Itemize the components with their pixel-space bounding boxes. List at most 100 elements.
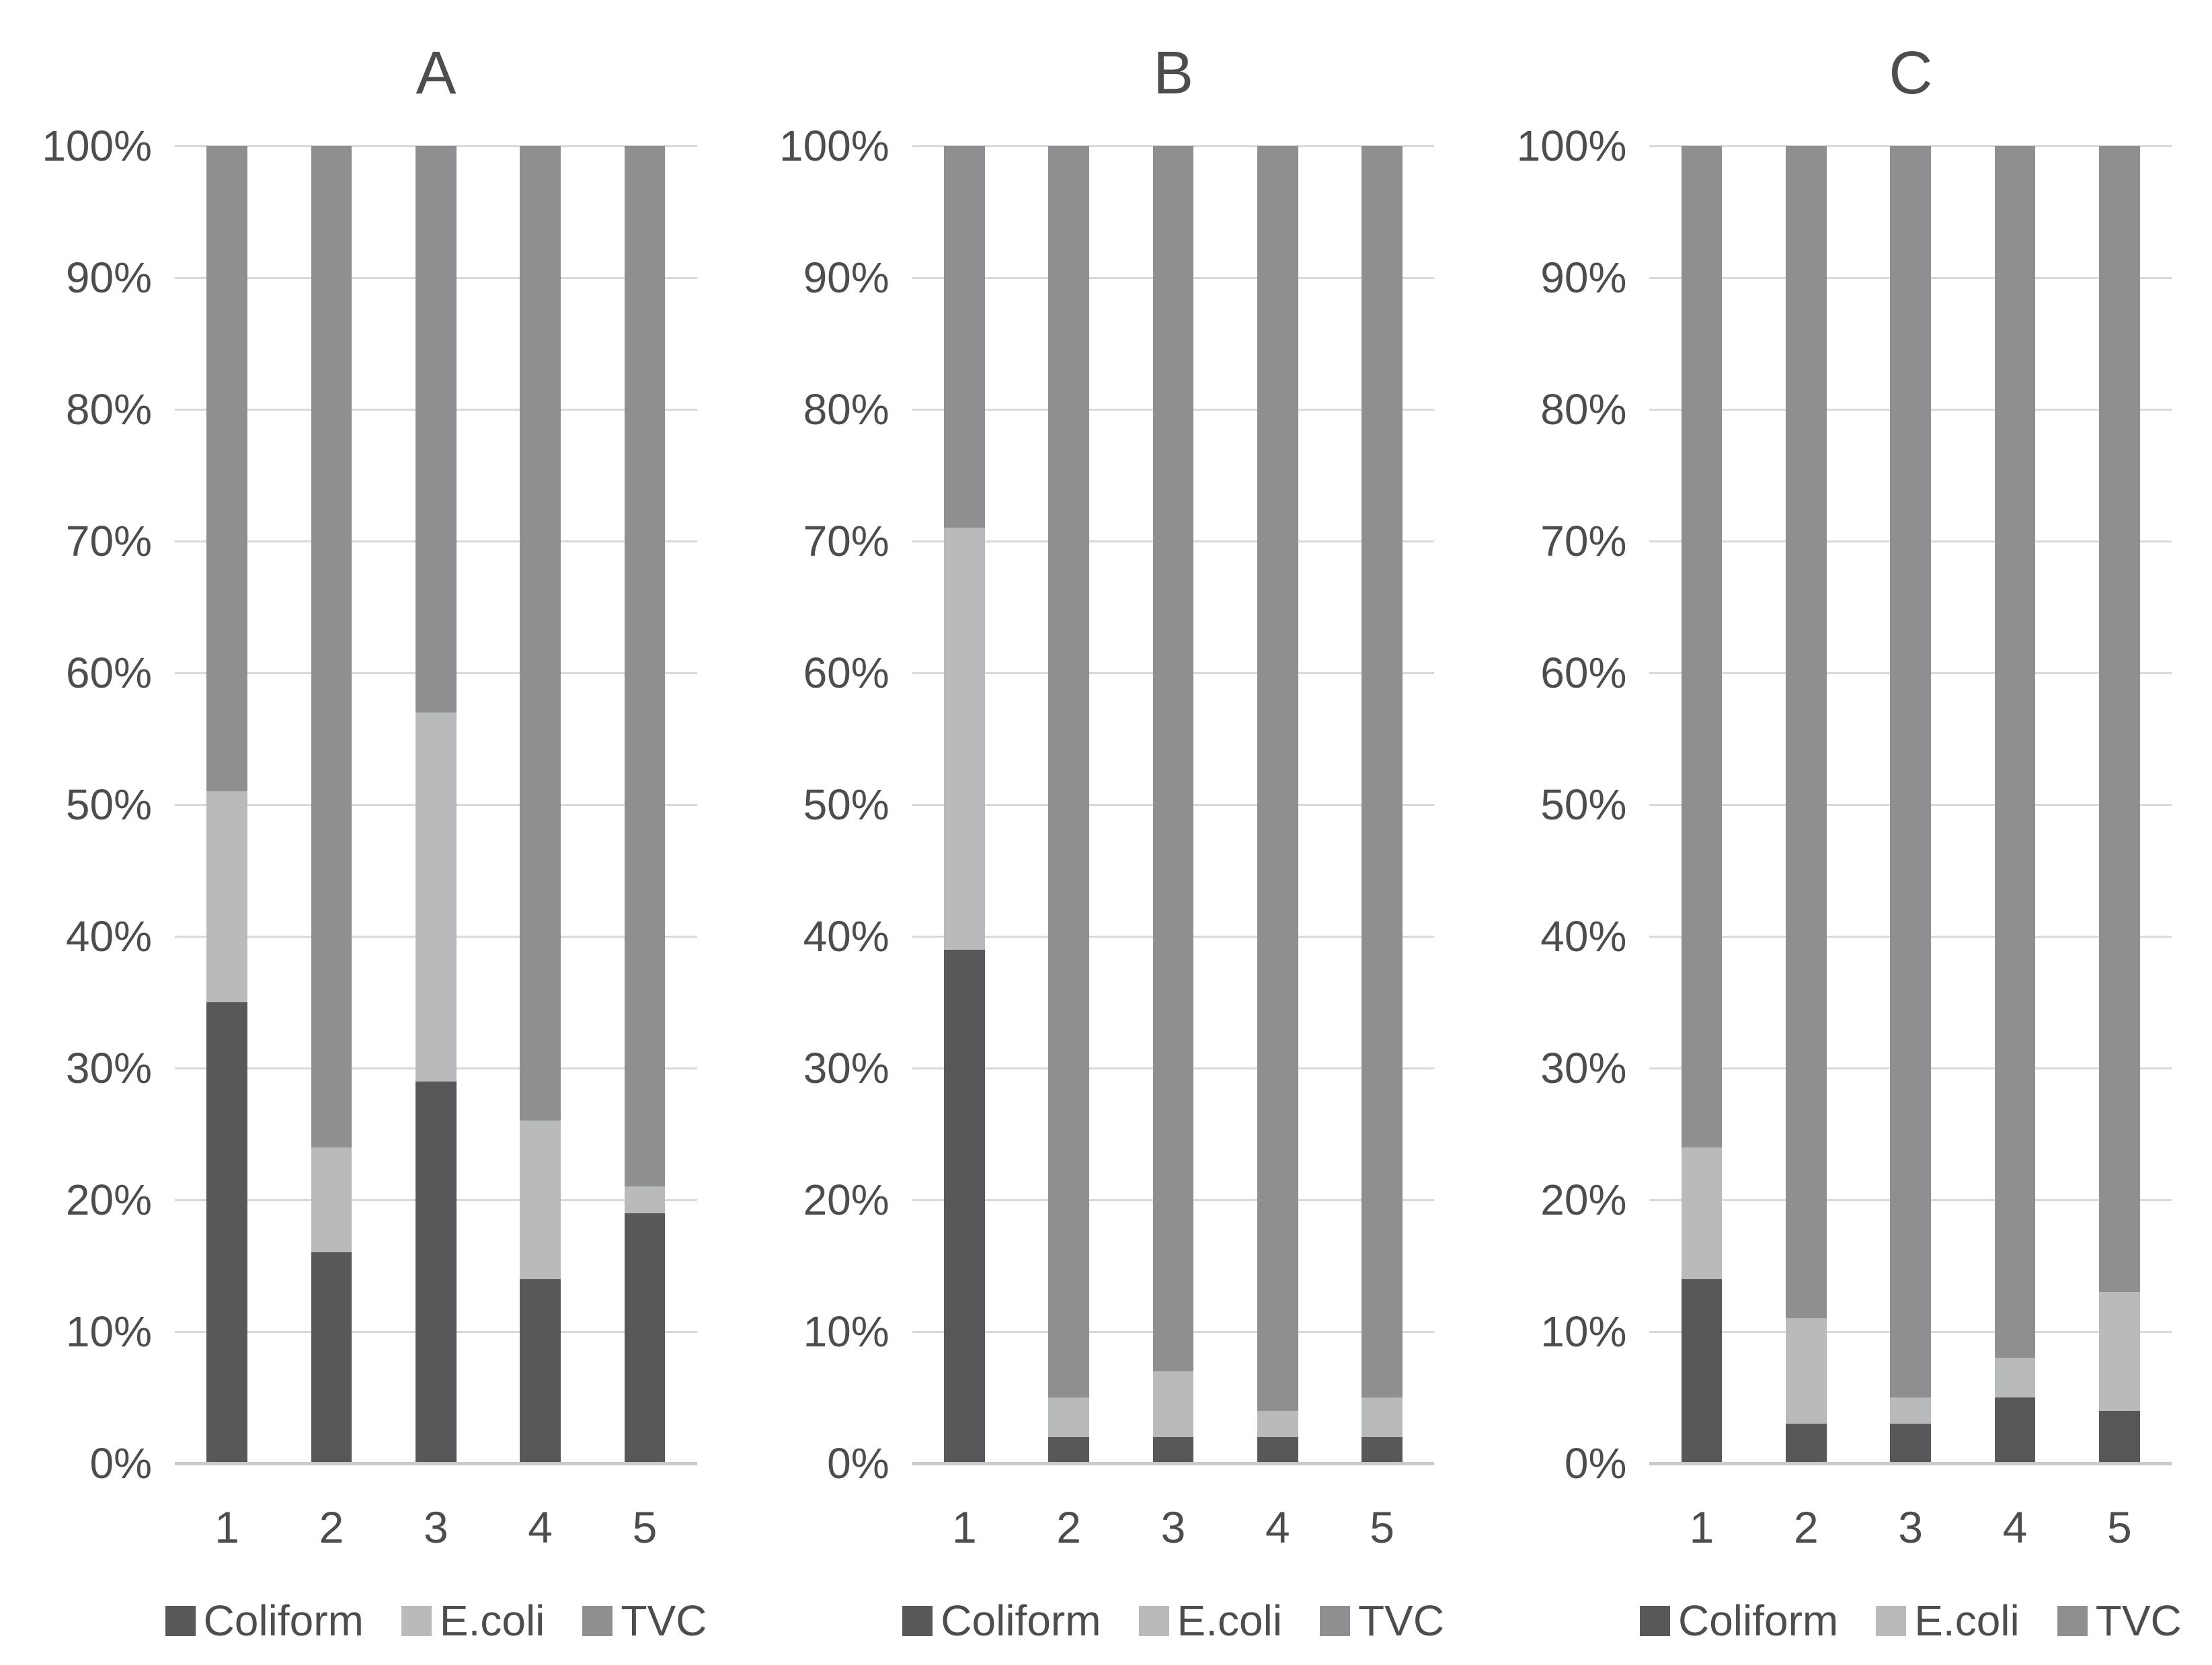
x-axis-label: 1 <box>1689 1502 1714 1552</box>
bar-segment-ecoli <box>2099 1292 2140 1411</box>
stacked-bar <box>520 146 561 1463</box>
y-axis-label: 80% <box>803 385 890 434</box>
chart-title: C <box>1889 39 1933 107</box>
bar-segment-coliform <box>520 1278 561 1463</box>
y-axis-label: 90% <box>803 253 890 302</box>
y-axis-label: 70% <box>65 517 152 565</box>
stacked-bar <box>416 146 457 1463</box>
bar-segment-ecoli <box>1994 1358 2036 1397</box>
plot-area <box>175 145 697 1465</box>
y-axis: 100% 90% 80% 70% 60% 50% 40% 30% 20% 10% 0% <box>0 124 175 1485</box>
y-axis-label: 70% <box>803 517 890 565</box>
x-axis: 1 2 3 4 5 <box>1649 1463 2172 1564</box>
bar-column <box>488 146 592 1463</box>
legend: Coliform E.coli TVC <box>165 1596 707 1645</box>
y-axis-label: 20% <box>1540 1176 1627 1224</box>
bar-segment-coliform <box>1152 1436 1194 1463</box>
bar-column <box>912 146 1017 1463</box>
bar-segment-ecoli <box>520 1121 561 1279</box>
y-axis-label: 100% <box>779 122 890 170</box>
gridline <box>912 145 1435 147</box>
y-axis-label: 100% <box>42 122 152 170</box>
y-axis-label: 80% <box>1540 385 1627 434</box>
bars-layer <box>912 146 1435 1463</box>
bar-segment-coliform <box>206 1002 247 1463</box>
x-axis-label: 3 <box>1898 1502 1924 1552</box>
legend-swatch-icon <box>1138 1605 1169 1636</box>
bar-segment-ecoli <box>944 528 985 950</box>
legend-item: E.coli <box>1138 1599 1282 1642</box>
legend-label: TVC <box>1358 1596 1445 1645</box>
bar-segment-tvc <box>2099 146 2140 1293</box>
legend-swatch-icon <box>165 1605 196 1636</box>
bars-layer <box>175 146 697 1463</box>
legend-label: TVC <box>621 1596 707 1645</box>
bar-segment-coliform <box>1786 1424 1827 1463</box>
bar-segment-coliform <box>416 1081 457 1463</box>
bar-column <box>1858 146 1963 1463</box>
y-axis-label: 90% <box>1540 253 1627 302</box>
y-axis-label: 50% <box>803 780 890 829</box>
bar-segment-coliform <box>311 1252 352 1463</box>
x-axis-label: 4 <box>2002 1502 2028 1552</box>
bar-segment-ecoli <box>1890 1397 1931 1424</box>
stacked-bar <box>624 146 666 1463</box>
legend-item: TVC <box>2057 1599 2182 1642</box>
chart-body: 100% 90% 80% 70% 60% 50% 40% 30% 20% 10% 0% <box>0 124 738 1485</box>
bar-segment-tvc <box>1048 146 1089 1398</box>
stacked-bar <box>1681 146 1723 1463</box>
legend-item: Coliform <box>902 1599 1101 1642</box>
stacked-bar <box>2099 146 2140 1463</box>
y-axis-label: 90% <box>65 253 152 302</box>
legend-swatch-icon <box>401 1605 432 1636</box>
y-axis-label: 40% <box>1540 912 1627 961</box>
legend-swatch-icon <box>1876 1605 1907 1636</box>
y-axis-label: 20% <box>65 1176 152 1224</box>
x-axis-label: 3 <box>423 1502 448 1552</box>
y-axis-label: 100% <box>1516 122 1627 170</box>
bars-layer <box>1649 146 2172 1463</box>
x-axis: 1 2 3 4 5 <box>912 1463 1435 1564</box>
legend-label: TVC <box>2095 1596 2182 1645</box>
bar-segment-tvc <box>311 146 352 1147</box>
bar-segment-coliform <box>1890 1424 1931 1463</box>
bar-column <box>175 146 279 1463</box>
gridline <box>175 145 697 147</box>
x-axis-line <box>175 1461 697 1465</box>
y-axis-label: 30% <box>1540 1044 1627 1092</box>
stacked-bar <box>944 146 985 1463</box>
chart-title: B <box>1153 39 1194 107</box>
stacked-bar <box>1786 146 1827 1463</box>
plot-area <box>912 145 1435 1465</box>
y-axis-label: 70% <box>1540 517 1627 565</box>
stacked-bar <box>1361 146 1403 1463</box>
bar-segment-tvc <box>1890 146 1931 1398</box>
bar-segment-ecoli <box>1361 1397 1403 1437</box>
legend-item: TVC <box>582 1599 707 1642</box>
chart-panel: A 100% 90% 80% 70% 60% 50% 40% 30% 20% 10% 0% 1 2 3 4… <box>0 0 738 1665</box>
bar-column <box>1649 146 1753 1463</box>
legend-swatch-icon <box>1320 1605 1351 1636</box>
legend-label: Coliform <box>203 1596 364 1645</box>
bar-segment-ecoli <box>1786 1318 1827 1424</box>
bar-column <box>279 146 383 1463</box>
y-axis-label: 0% <box>1564 1439 1627 1488</box>
x-axis-label: 2 <box>319 1502 344 1552</box>
stacked-bar <box>1257 146 1298 1463</box>
stacked-bar <box>311 146 352 1463</box>
x-axis-label: 4 <box>1265 1502 1290 1552</box>
x-axis-label: 3 <box>1160 1502 1186 1552</box>
legend-label: E.coli <box>1914 1596 2020 1645</box>
chart-panel: B 100% 90% 80% 70% 60% 50% 40% 30% 20% 10% 0% 1 2 3 4… <box>738 0 1475 1665</box>
y-axis-label: 20% <box>803 1176 890 1224</box>
y-axis-label: 10% <box>803 1307 890 1356</box>
y-axis-label: 10% <box>65 1307 152 1356</box>
bar-column <box>1017 146 1121 1463</box>
legend-swatch-icon <box>1639 1605 1670 1636</box>
bar-segment-tvc <box>1786 146 1827 1319</box>
y-axis-label: 30% <box>65 1044 152 1092</box>
y-axis-label: 60% <box>65 649 152 697</box>
bar-segment-coliform <box>1994 1397 2036 1463</box>
legend-swatch-icon <box>902 1605 933 1636</box>
chart-panel: C 100% 90% 80% 70% 60% 50% 40% 30% 20% 10% 0% 1 2 3 4… <box>1474 0 2212 1665</box>
